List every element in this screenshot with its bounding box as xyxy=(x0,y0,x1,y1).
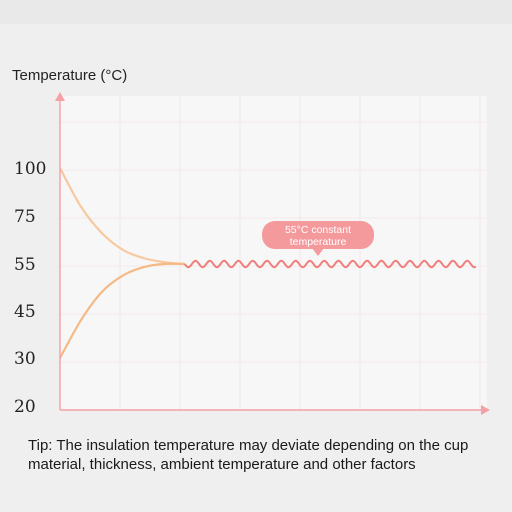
y-tick-labels: 20 30 45 55 75 100 xyxy=(14,159,46,417)
plot-area xyxy=(60,96,487,410)
tip-note: Tip: The insulation temperature may devi… xyxy=(28,437,469,473)
y-tick-label: 45 xyxy=(14,302,36,322)
y-tick-label: 55 xyxy=(14,255,36,275)
top-band xyxy=(0,0,512,24)
y-tick-label: 75 xyxy=(14,207,36,227)
badge-background xyxy=(262,221,374,249)
annotation-badge: 55°C constant temperature xyxy=(262,221,374,256)
series-group xyxy=(59,167,477,359)
y-tick-label: 30 xyxy=(14,349,36,369)
steady-temperature-line xyxy=(183,259,477,269)
axes xyxy=(55,92,490,415)
y-axis-title: Temperature (°C) xyxy=(12,67,128,84)
y-axis-arrow xyxy=(55,92,65,101)
badge-text-line2: temperature xyxy=(290,236,347,248)
badge-pointer xyxy=(312,248,324,256)
badge-text-line1: 55°C constant xyxy=(285,224,351,236)
y-tick-label: 20 xyxy=(14,397,36,417)
y-tick-label: 100 xyxy=(14,159,46,179)
cooling-curve xyxy=(59,167,185,266)
warming-curve xyxy=(59,262,185,359)
x-axis-arrow xyxy=(481,405,490,415)
